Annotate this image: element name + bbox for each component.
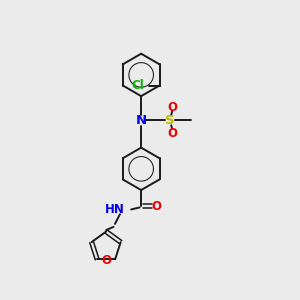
Text: O: O bbox=[167, 127, 177, 140]
Text: Cl: Cl bbox=[131, 79, 144, 92]
Text: S: S bbox=[165, 114, 175, 127]
Text: N: N bbox=[136, 114, 147, 127]
Text: O: O bbox=[167, 101, 177, 114]
Text: O: O bbox=[101, 254, 111, 267]
Text: O: O bbox=[152, 200, 161, 213]
Text: HN: HN bbox=[104, 203, 124, 216]
